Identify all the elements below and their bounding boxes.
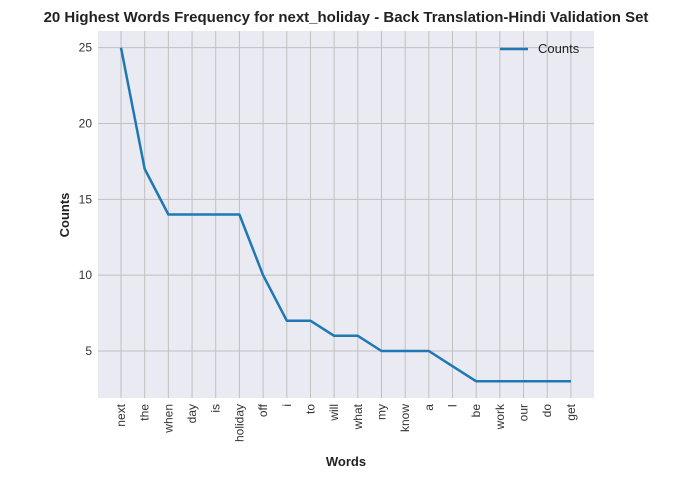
x-tick-label: day bbox=[185, 404, 199, 423]
series-line-counts bbox=[119, 47, 571, 383]
y-tick-label: 10 bbox=[79, 268, 93, 282]
x-tick-label: off bbox=[256, 403, 270, 417]
x-tick-label: next bbox=[114, 403, 128, 426]
x-tick-label: be bbox=[469, 404, 483, 418]
x-tick-label: is bbox=[209, 404, 223, 413]
y-tick-label: 15 bbox=[79, 192, 93, 206]
x-tick-label: i bbox=[280, 404, 294, 407]
x-tick-label: our bbox=[517, 404, 531, 421]
x-tick-label: will bbox=[327, 404, 341, 422]
x-tick-label: what bbox=[351, 403, 365, 430]
x-axis-label: Words bbox=[326, 454, 366, 469]
x-axis-ticks: next the when day is holiday off i to will what my k… bbox=[114, 403, 578, 442]
y-tick-label: 20 bbox=[79, 117, 93, 131]
x-tick-label: my bbox=[374, 404, 388, 420]
chart-title: 20 Highest Words Frequency for next_holi… bbox=[44, 9, 649, 26]
x-tick-label: I bbox=[446, 404, 460, 407]
x-tick-label: know bbox=[398, 404, 412, 432]
x-tick-label: to bbox=[303, 404, 317, 414]
x-tick-label: work bbox=[493, 403, 507, 430]
x-tick-label: a bbox=[422, 404, 436, 411]
legend: Counts bbox=[500, 41, 580, 56]
x-tick-label: get bbox=[564, 403, 578, 420]
x-tick-label: holiday bbox=[232, 404, 246, 442]
x-tick-label: do bbox=[540, 404, 554, 418]
y-axis-ticks: 5 10 15 20 25 bbox=[79, 41, 93, 358]
y-axis-label: Counts bbox=[57, 193, 72, 238]
legend-label: Counts bbox=[538, 41, 580, 56]
y-tick-label: 25 bbox=[79, 41, 93, 55]
y-tick-label: 5 bbox=[85, 344, 92, 358]
x-tick-label: when bbox=[161, 404, 175, 434]
x-tick-label: the bbox=[138, 404, 152, 421]
